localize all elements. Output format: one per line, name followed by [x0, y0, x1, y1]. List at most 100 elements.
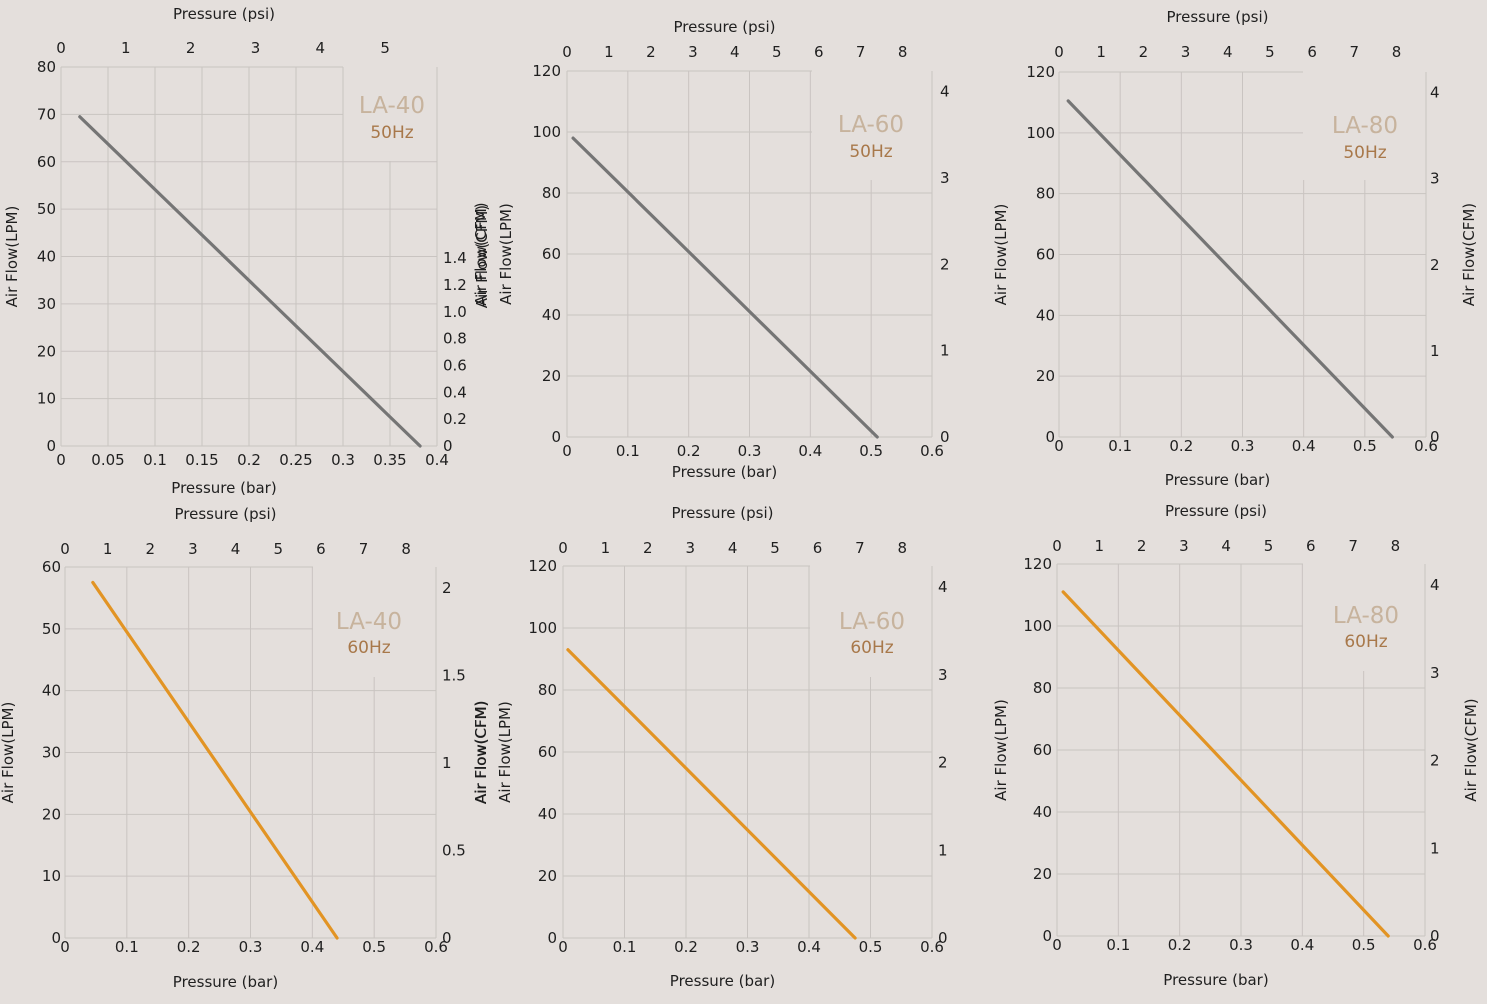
x2-tick-label: 0 — [1054, 43, 1064, 61]
y-tick-label: 80 — [542, 184, 561, 202]
x2-tick-label: 5 — [1265, 43, 1275, 61]
x-tick-label: 0.3 — [239, 938, 263, 956]
x-tick-label: 0.3 — [1229, 936, 1253, 954]
x2-tick-label: 6 — [1306, 537, 1316, 555]
y2-tick-label: 0.2 — [443, 410, 467, 428]
x-tick-label: 0.2 — [1168, 936, 1192, 954]
y-tick-label: 40 — [42, 682, 61, 700]
x2-tick-label: 7 — [1350, 43, 1360, 61]
x2-tick-label: 0 — [558, 539, 568, 557]
x-tick-label: 0.3 — [738, 442, 762, 460]
x2-tick-label: 4 — [1223, 43, 1233, 61]
y-tick-label: 10 — [37, 390, 56, 408]
y-tick-label: 120 — [1023, 555, 1052, 573]
x-tick-label: 0.3 — [331, 451, 355, 469]
y2-tick-label: 3 — [940, 169, 950, 187]
y2-axis-title: Air Flow(CFM) — [1462, 698, 1480, 801]
x2-axis-title: Pressure (psi) — [173, 5, 275, 23]
x2-tick-label: 1 — [604, 43, 614, 61]
x2-tick-label: 5 — [380, 39, 390, 57]
x2-tick-label: 7 — [856, 43, 866, 61]
x-tick-label: 0.4 — [300, 938, 324, 956]
y2-tick-label: 2 — [1430, 256, 1440, 274]
x2-tick-label: 4 — [1221, 537, 1231, 555]
x2-tick-label: 6 — [316, 540, 326, 558]
y2-tick-label: 0.4 — [443, 383, 467, 401]
x-axis-title: Pressure (bar) — [1163, 971, 1268, 989]
x-tick-label: 0.1 — [616, 442, 640, 460]
y-tick-label: 70 — [37, 105, 56, 123]
series-line — [571, 136, 879, 439]
x-tick-label: 0.1 — [613, 938, 637, 956]
x2-tick-label: 7 — [359, 540, 369, 558]
y-tick-label: 80 — [538, 681, 557, 699]
x-tick-label: 0.4 — [1290, 936, 1314, 954]
y-tick-label: 100 — [528, 619, 557, 637]
x2-tick-label: 5 — [273, 540, 283, 558]
y-tick-label: 80 — [1036, 185, 1055, 203]
y2-tick-label: 1 — [442, 754, 452, 772]
x2-tick-label: 1 — [1095, 537, 1105, 555]
x-tick-label: 0.2 — [237, 451, 261, 469]
x2-tick-label: 8 — [401, 540, 411, 558]
model-label: LA-40 — [359, 93, 425, 119]
y2-axis-title: Air Flow(CFM) — [472, 701, 490, 804]
y-tick-label: 30 — [42, 744, 61, 762]
x2-tick-label: 1 — [103, 540, 113, 558]
x2-tick-label: 2 — [186, 39, 196, 57]
x-tick-label: 0.5 — [1352, 936, 1376, 954]
chart-panel-5: 0 0.1 0.2 0.3 0.4 0.5 0.60 1 2 3 4 5 6 7 8020406080100… — [992, 502, 1480, 989]
x2-tick-label: 3 — [251, 39, 261, 57]
frequency-label: 60Hz — [347, 638, 390, 658]
x-tick-label: 0.2 — [677, 442, 701, 460]
model-label: LA-60 — [838, 112, 904, 138]
frequency-label: 50Hz — [370, 123, 413, 143]
y2-tick-label: 1 — [940, 342, 950, 360]
x-tick-label: 0.3 — [1231, 437, 1255, 455]
y2-tick-label: 3 — [938, 666, 948, 684]
y-tick-label: 20 — [1033, 865, 1052, 883]
y-tick-label: 20 — [42, 805, 61, 823]
x-tick-label: 0.4 — [425, 451, 449, 469]
series-line — [91, 580, 339, 940]
x-tick-label: 0.6 — [1414, 437, 1438, 455]
x-axis-title: Pressure (bar) — [672, 463, 777, 481]
x2-tick-label: 2 — [1137, 537, 1147, 555]
y2-tick-label: 0.5 — [442, 842, 466, 860]
y-tick-label: 50 — [42, 620, 61, 638]
x2-tick-label: 0 — [60, 540, 70, 558]
y-tick-label: 0 — [1042, 927, 1052, 945]
x-tick-label: 0.1 — [115, 938, 139, 956]
x-axis-title: Pressure (bar) — [670, 972, 775, 990]
x-tick-label: 0.6 — [920, 938, 944, 956]
y-axis-title: Air Flow(LPM) — [992, 699, 1010, 801]
x2-axis-title: Pressure (psi) — [673, 18, 775, 36]
y2-tick-label: 1.5 — [442, 667, 466, 685]
y-axis-title: Air Flow(LPM) — [497, 203, 515, 305]
y2-tick-label: 0 — [442, 929, 452, 947]
x2-tick-label: 1 — [601, 539, 611, 557]
y-tick-label: 60 — [1033, 741, 1052, 759]
x-tick-label: 0.3 — [736, 938, 760, 956]
y2-tick-label: 1 — [1430, 342, 1440, 360]
x2-tick-label: 2 — [1139, 43, 1149, 61]
chart-panel-2: 0 0.1 0.2 0.3 0.4 0.5 0.60 1 2 3 4 5 6 7 8020406080100… — [992, 8, 1478, 489]
y2-tick-label: 3 — [1430, 664, 1440, 682]
x-tick-label: 0 — [1054, 437, 1064, 455]
y-tick-label: 120 — [528, 557, 557, 575]
series-line — [566, 648, 857, 940]
y2-tick-label: 4 — [938, 578, 948, 596]
y-tick-label: 120 — [532, 62, 561, 80]
x2-tick-label: 3 — [1179, 537, 1189, 555]
y-tick-label: 10 — [42, 867, 61, 885]
x-tick-label: 0.4 — [798, 442, 822, 460]
y-axis-title: Air Flow(LPM) — [0, 702, 17, 804]
x2-axis-title: Pressure (psi) — [1165, 502, 1267, 520]
y2-tick-label: 4 — [1430, 576, 1440, 594]
y2-tick-label: 0 — [1430, 428, 1440, 446]
y-tick-label: 60 — [542, 245, 561, 263]
y-tick-label: 80 — [37, 58, 56, 76]
x-tick-label: 0.6 — [920, 442, 944, 460]
x-tick-label: 0 — [558, 938, 568, 956]
y-tick-label: 60 — [1036, 246, 1055, 264]
